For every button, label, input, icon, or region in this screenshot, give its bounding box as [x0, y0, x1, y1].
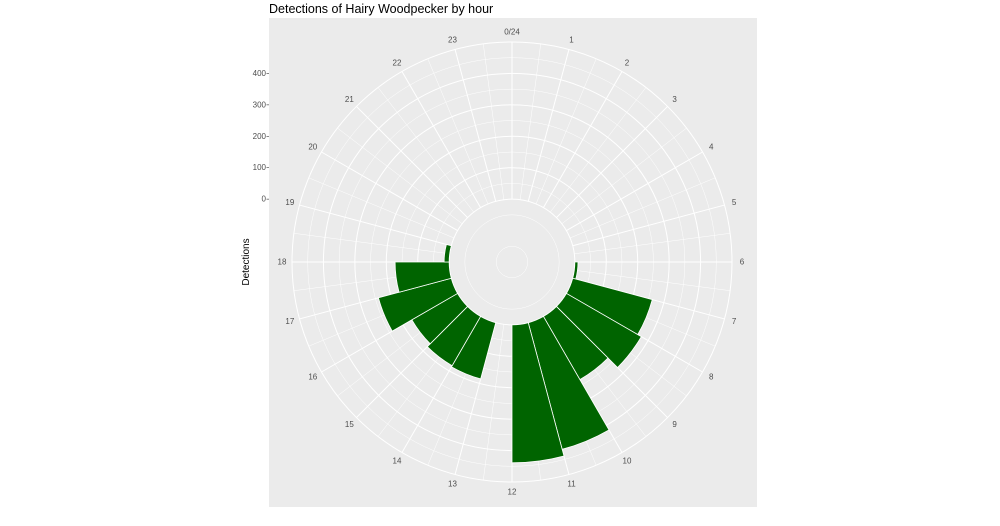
radial-grid-line — [454, 49, 497, 202]
hour-label: 10 — [623, 457, 632, 466]
hour-label: 2 — [625, 58, 630, 67]
minor-radial-grid-line — [574, 269, 731, 291]
minor-grid-circle — [464, 214, 560, 310]
hour-label: 1 — [569, 35, 574, 44]
hour-label: 20 — [308, 143, 317, 152]
bar-hour-14 — [426, 305, 482, 367]
radial-grid-line — [299, 204, 452, 247]
minor-radial-grid-line — [550, 87, 647, 213]
radial-grid-line — [566, 151, 703, 232]
bar-hour-16 — [377, 277, 459, 332]
radial-grid-line — [542, 71, 623, 208]
radial-grid-line — [572, 204, 725, 247]
hour-label: 16 — [308, 373, 317, 382]
hour-label: 17 — [285, 317, 294, 326]
minor-radial-grid-line — [308, 177, 455, 239]
radial-grid-line — [401, 71, 482, 208]
bar-hour-8 — [555, 292, 642, 369]
hour-label: 21 — [345, 95, 354, 104]
hour-label: 4 — [709, 143, 714, 152]
hour-label: 0/24 — [504, 28, 520, 37]
minor-radial-grid-line — [293, 233, 450, 255]
minor-radial-grid-line — [337, 127, 463, 224]
radial-grid-line — [356, 106, 468, 218]
hour-label: 12 — [508, 488, 517, 497]
hour-label: 5 — [732, 198, 737, 207]
hour-label: 15 — [345, 420, 354, 429]
minor-radial-grid-line — [561, 127, 687, 224]
y-axis-ticks: 0 100 200 300 400 — [253, 69, 269, 204]
hour-label: 18 — [278, 258, 287, 267]
hour-label: 14 — [393, 457, 402, 466]
minor-grid-circle — [496, 246, 528, 278]
radial-grid-line — [321, 151, 458, 232]
y-tick-label: 400 — [253, 69, 267, 78]
bar-hour-11 — [511, 322, 565, 464]
y-tick-label: 200 — [253, 132, 267, 141]
minor-radial-grid-line — [377, 87, 474, 213]
minor-radial-grid-line — [483, 43, 505, 200]
bars — [377, 243, 653, 464]
y-axis-label: Detections — [241, 238, 252, 285]
y-tick-label: 300 — [253, 100, 267, 109]
hour-labels: 0/24123456789101112131415161718192021222… — [278, 28, 745, 497]
minor-radial-grid-line — [574, 233, 731, 255]
hour-label: 19 — [285, 198, 294, 207]
hour-label: 11 — [567, 480, 576, 489]
radial-grid-line — [527, 49, 570, 202]
bar-hour-17 — [394, 261, 452, 293]
y-tick-label: 100 — [253, 163, 267, 172]
hour-label: 9 — [672, 420, 677, 429]
hour-label: 22 — [393, 58, 402, 67]
bar-hour-18 — [443, 243, 452, 263]
hour-label: 13 — [448, 480, 457, 489]
radial-grid-line — [556, 106, 668, 218]
hour-label: 23 — [448, 35, 457, 44]
minor-radial-grid-line — [427, 58, 489, 205]
minor-radial-grid-line — [519, 43, 541, 200]
hour-label: 7 — [732, 317, 737, 326]
hour-label: 8 — [709, 373, 714, 382]
hour-label: 6 — [740, 258, 745, 267]
hour-label: 3 — [672, 95, 677, 104]
chart-title: Detections of Hairy Woodpecker by hour — [269, 2, 494, 16]
y-tick-label: 0 — [262, 195, 267, 204]
minor-radial-grid-line — [483, 324, 505, 481]
bar-hour-13 — [450, 315, 497, 380]
minor-radial-grid-line — [569, 177, 716, 239]
minor-radial-grid-line — [535, 58, 597, 205]
